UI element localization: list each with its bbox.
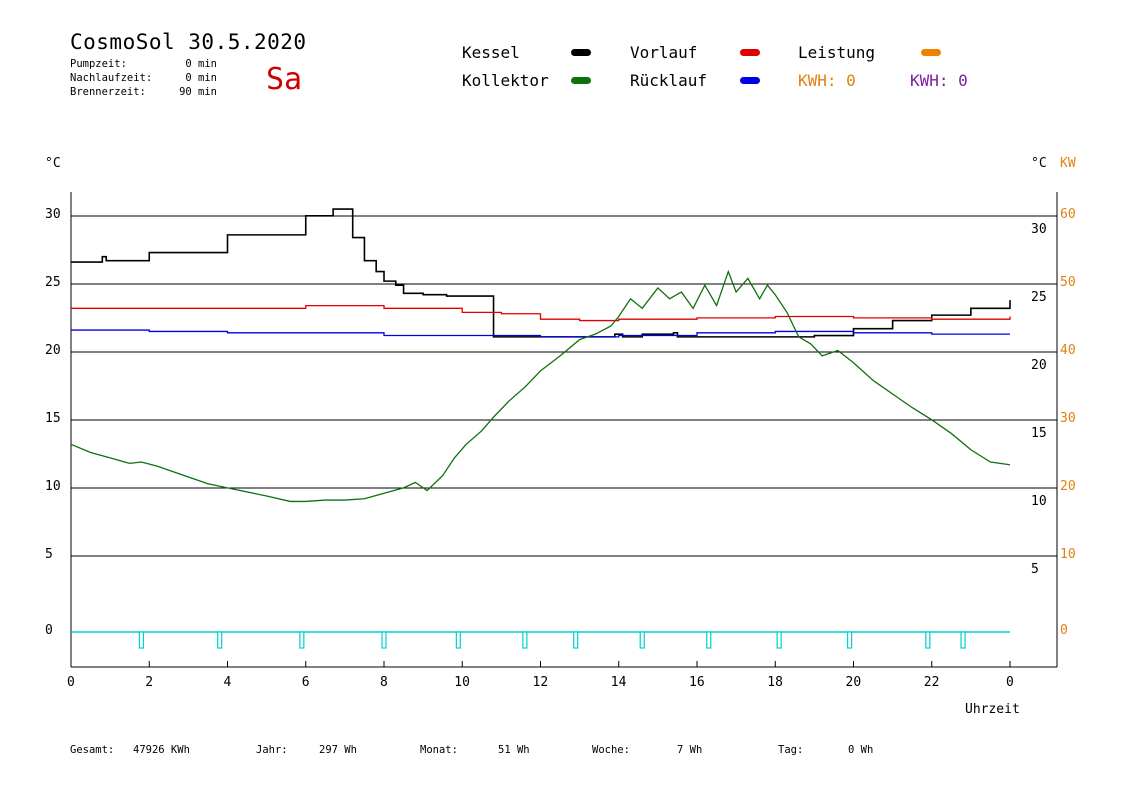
series-line-vorlauf	[71, 304, 1011, 322]
brennerzeit-value: 90 min	[179, 86, 217, 98]
y-right-kw-tick: 50	[1060, 275, 1076, 290]
series-lines	[70, 208, 1011, 503]
x-tick: 20	[845, 675, 862, 690]
x-tick: 2	[145, 675, 154, 690]
legend-kwh-2: KWH: 0	[910, 71, 968, 90]
x-tick: 8	[380, 675, 388, 690]
pump-pulse	[455, 631, 461, 649]
x-tick: 0	[67, 675, 75, 690]
y-right-kw-tick: 30	[1060, 411, 1076, 426]
legend-leistung-swatch	[921, 49, 941, 56]
grid-lines	[71, 215, 1057, 557]
chart-title: CosmoSol 30.5.2020	[70, 30, 307, 54]
legend-kwh-1: KWH: 0	[798, 71, 856, 90]
series-line-ruecklauf	[71, 329, 1010, 338]
y-right-kw-tick: 0	[1060, 623, 1068, 638]
x-tick: 14	[610, 675, 627, 690]
footer-jahr-value: 297 Wh	[319, 744, 357, 756]
footer-monat-label: Monat:	[420, 744, 458, 756]
pump-pulse	[573, 631, 579, 649]
y-left-tick: 20	[45, 343, 61, 358]
footer-gesamt-label: Gesamt:	[70, 744, 115, 756]
footer-gesamt-value: 47926 KWh	[133, 744, 190, 756]
y-right-temp-tick: 25	[1031, 290, 1047, 305]
legend-ruecklauf-swatch	[740, 77, 760, 84]
nachlaufzeit-value: 0 min	[185, 72, 217, 84]
pump-pulse	[639, 631, 645, 649]
pump-pulse	[299, 631, 305, 649]
pump-pulse	[846, 631, 853, 649]
footer-jahr-label: Jahr:	[256, 744, 288, 756]
y-right-temp-tick: 20	[1031, 358, 1047, 373]
y-right-temp-tick: 5	[1031, 562, 1039, 577]
y-left-tick: 25	[45, 275, 61, 290]
x-axis-title: Uhrzeit	[965, 702, 1020, 717]
pump-signal	[71, 631, 1010, 649]
pump-pulse	[776, 631, 782, 649]
x-tick: 10	[454, 675, 470, 690]
pump-pulse	[138, 631, 145, 649]
footer-tag-value: 0 Wh	[848, 744, 874, 756]
legend-vorlauf-swatch	[740, 49, 760, 56]
legend-kollektor-label: Kollektor	[462, 71, 549, 90]
pumpzeit-value: 0 min	[185, 58, 217, 70]
y-right-kw-tick: 40	[1060, 343, 1076, 358]
y-left-tick: 5	[45, 547, 53, 562]
footer-woche-value: 7 Wh	[677, 744, 703, 756]
pump-pulse	[960, 631, 966, 649]
pump-pulse	[706, 631, 712, 649]
y-right-temp-tick: 10	[1031, 494, 1047, 509]
series-line-kollektor	[70, 269, 1011, 503]
footer-woche-label: Woche:	[592, 744, 630, 756]
series-line-kessel	[71, 208, 1011, 338]
pump-pulse	[522, 631, 528, 649]
legend-leistung-label: Leistung	[798, 43, 876, 62]
x-tick: 4	[223, 675, 232, 690]
footer-tag-label: Tag:	[778, 744, 804, 756]
y-right-temp-tick: 15	[1031, 426, 1047, 441]
y-left-tick: 10	[45, 479, 61, 494]
pump-pulse	[217, 631, 223, 649]
pump-pulse	[925, 631, 931, 649]
legend-kollektor-swatch	[571, 77, 591, 84]
y-left-tick: 30	[45, 207, 61, 222]
y-right-temp-tick: 30	[1031, 222, 1047, 237]
legend-kessel-label: Kessel	[462, 43, 520, 62]
brennerzeit-label: Brennerzeit:	[70, 86, 146, 98]
x-tick: 22	[923, 675, 940, 690]
legend-vorlauf-label: Vorlauf	[630, 43, 698, 62]
y-left-tick: 0	[45, 623, 53, 638]
y-right-kw-tick: 60	[1060, 207, 1076, 222]
chart-frame	[70, 192, 1058, 668]
x-tick: 6	[301, 675, 310, 690]
footer-monat-value: 51 Wh	[498, 744, 530, 756]
x-tick: 18	[767, 675, 783, 690]
legend-ruecklauf-label: Rücklauf	[630, 71, 708, 90]
legend-kessel-swatch	[571, 49, 591, 56]
pumpzeit-label: Pumpzeit:	[70, 58, 127, 70]
x-tick: 12	[532, 675, 549, 690]
y-right-kw-tick: 10	[1060, 547, 1076, 562]
right-temp-unit-label: °C	[1031, 156, 1047, 171]
left-unit-label: °C	[45, 156, 61, 171]
x-tick: 0	[1006, 675, 1014, 690]
x-tick: 16	[689, 675, 705, 690]
pump-pulse	[381, 631, 387, 649]
right-kw-unit-label: KW	[1060, 156, 1076, 171]
weekday-label: Sa	[266, 62, 303, 97]
y-left-tick: 15	[45, 411, 61, 426]
nachlaufzeit-label: Nachlaufzeit:	[70, 72, 153, 84]
y-right-kw-tick: 20	[1060, 479, 1076, 494]
